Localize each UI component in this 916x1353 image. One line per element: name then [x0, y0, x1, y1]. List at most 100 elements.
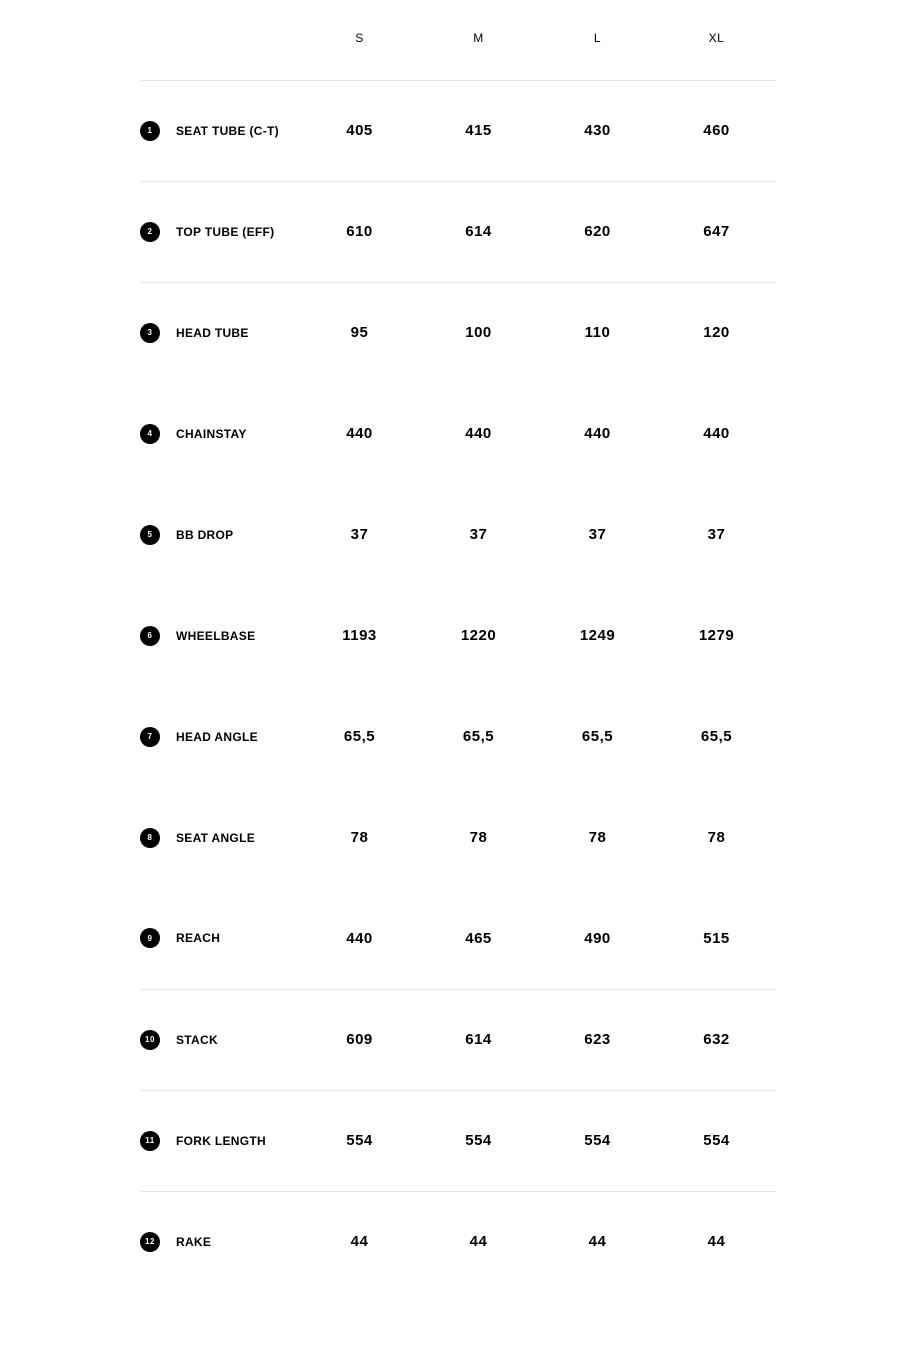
value-cell: 430: [538, 80, 657, 181]
row-label-cell: 2 TOP TUBE (EFF): [140, 181, 300, 282]
row-number-badge: 3: [140, 323, 160, 343]
row-number-badge: 9: [140, 928, 160, 948]
table-row: 6 WHEELBASE 1193122012491279: [140, 585, 776, 686]
row-label-text: WHEELBASE: [176, 629, 255, 643]
row-label-text: REACH: [176, 931, 220, 945]
value-cell: 647: [657, 181, 776, 282]
row-number-badge: 10: [140, 1030, 160, 1050]
row-label-text: TOP TUBE (EFF): [176, 225, 274, 239]
table-row: 3 HEAD TUBE 95100110120: [140, 282, 776, 383]
value-cell: 554: [657, 1090, 776, 1191]
row-label-cell: 3 HEAD TUBE: [140, 282, 300, 383]
table-row: 7HEAD ANGLE65,565,565,565,5: [140, 686, 776, 787]
value-cell: 610: [300, 181, 419, 282]
row-label-cell: 11 FORK LENGTH: [140, 1090, 300, 1191]
header-size-l: L: [538, 20, 657, 80]
table-row: 2 TOP TUBE (EFF) 610614620647: [140, 181, 776, 282]
value-cell: 37: [538, 484, 657, 585]
value-cell: 37: [300, 484, 419, 585]
row-label-cell: 6 WHEELBASE: [140, 585, 300, 686]
header-size-xl: XL: [657, 20, 776, 80]
value-cell: 609: [300, 989, 419, 1090]
row-label-text: BB DROP: [176, 528, 233, 542]
value-cell: 44: [419, 1191, 538, 1292]
row-number-badge: 1: [140, 121, 160, 141]
value-cell: 440: [300, 383, 419, 484]
value-cell: 515: [657, 888, 776, 989]
row-label-cell: 12 RAKE: [140, 1191, 300, 1292]
value-cell: 78: [419, 787, 538, 888]
header-size-s: S: [300, 20, 419, 80]
value-cell: 44: [538, 1191, 657, 1292]
value-cell: 554: [419, 1090, 538, 1191]
value-cell: 632: [657, 989, 776, 1090]
value-cell: 614: [419, 989, 538, 1090]
table-row: 5BB DROP37373737: [140, 484, 776, 585]
value-cell: 460: [657, 80, 776, 181]
row-label-text: SEAT TUBE (C-T): [176, 124, 279, 138]
row-label-text: RAKE: [176, 1235, 211, 1249]
value-cell: 440: [538, 383, 657, 484]
value-cell: 65,5: [300, 686, 419, 787]
row-number-badge: 12: [140, 1232, 160, 1252]
row-number-badge: 5: [140, 525, 160, 545]
table-row: 11FORK LENGTH554554554554: [140, 1090, 776, 1191]
value-cell: 554: [538, 1090, 657, 1191]
value-cell: 1279: [657, 585, 776, 686]
value-cell: 78: [538, 787, 657, 888]
row-label-cell: 8 SEAT ANGLE: [140, 787, 300, 888]
row-number-badge: 11: [140, 1131, 160, 1151]
row-label-text: FORK LENGTH: [176, 1134, 266, 1148]
geometry-table-container: S M L XL 1 SEAT TUBE (C-T)405 4 1 5 430460 2 TO…: [0, 0, 916, 1312]
row-label-text: CHAINSTAY: [176, 427, 247, 441]
value-cell: 110: [538, 282, 657, 383]
row-label-text: STACK: [176, 1033, 218, 1047]
value-cell: 37: [419, 484, 538, 585]
row-label-cell: 9 REACH: [140, 888, 300, 989]
value-cell: 614: [419, 181, 538, 282]
table-header-row: S M L XL: [140, 20, 776, 80]
row-label-text: HEAD TUBE: [176, 326, 249, 340]
value-cell: 1220: [419, 585, 538, 686]
value-cell: 78: [657, 787, 776, 888]
value-cell: 623: [538, 989, 657, 1090]
value-cell: 490: [538, 888, 657, 989]
row-label-cell: 1 SEAT TUBE (C-T): [140, 80, 300, 181]
header-blank: [140, 20, 300, 80]
row-number-badge: 2: [140, 222, 160, 242]
row-label-text: HEAD ANGLE: [176, 730, 258, 744]
row-number-badge: 7: [140, 727, 160, 747]
value-cell: 405: [300, 80, 419, 181]
geometry-table: S M L XL 1 SEAT TUBE (C-T)405 4 1 5 430460 2 TO…: [140, 20, 776, 1292]
value-cell: 440: [657, 383, 776, 484]
value-cell: 37: [657, 484, 776, 585]
row-number-badge: 4: [140, 424, 160, 444]
row-number-badge: 8: [140, 828, 160, 848]
value-cell: 554: [300, 1090, 419, 1191]
value-cell: 44: [657, 1191, 776, 1292]
table-row: 4CHAINSTAY440440440440: [140, 383, 776, 484]
row-number-badge: 6: [140, 626, 160, 646]
value-cell: 65,5: [538, 686, 657, 787]
table-row: 1SEAT TUBE (C-T)405415430460: [140, 80, 776, 181]
value-cell: 78: [300, 787, 419, 888]
value-cell: 100: [419, 282, 538, 383]
row-label-cell: 7 HEAD ANGLE: [140, 686, 300, 787]
value-cell: 465: [419, 888, 538, 989]
value-cell: 1249: [538, 585, 657, 686]
table-row: 9 REACH 440465490515: [140, 888, 776, 989]
table-row: 8SEAT ANGLE78787878: [140, 787, 776, 888]
row-label-text: SEAT ANGLE: [176, 831, 255, 845]
value-cell: 95: [300, 282, 419, 383]
value-cell: 120: [657, 282, 776, 383]
value-cell: 620: [538, 181, 657, 282]
row-label-cell: 5 BB DROP: [140, 484, 300, 585]
value-cell: 440: [300, 888, 419, 989]
table-row: 10 STACK 609614623632: [140, 989, 776, 1090]
value-cell: 65,5: [419, 686, 538, 787]
value-cell: 44: [300, 1191, 419, 1292]
header-size-m: M: [419, 20, 538, 80]
value-cell: 1193: [300, 585, 419, 686]
table-row: 12RAKE44444444: [140, 1191, 776, 1292]
value-cell: 440: [419, 383, 538, 484]
